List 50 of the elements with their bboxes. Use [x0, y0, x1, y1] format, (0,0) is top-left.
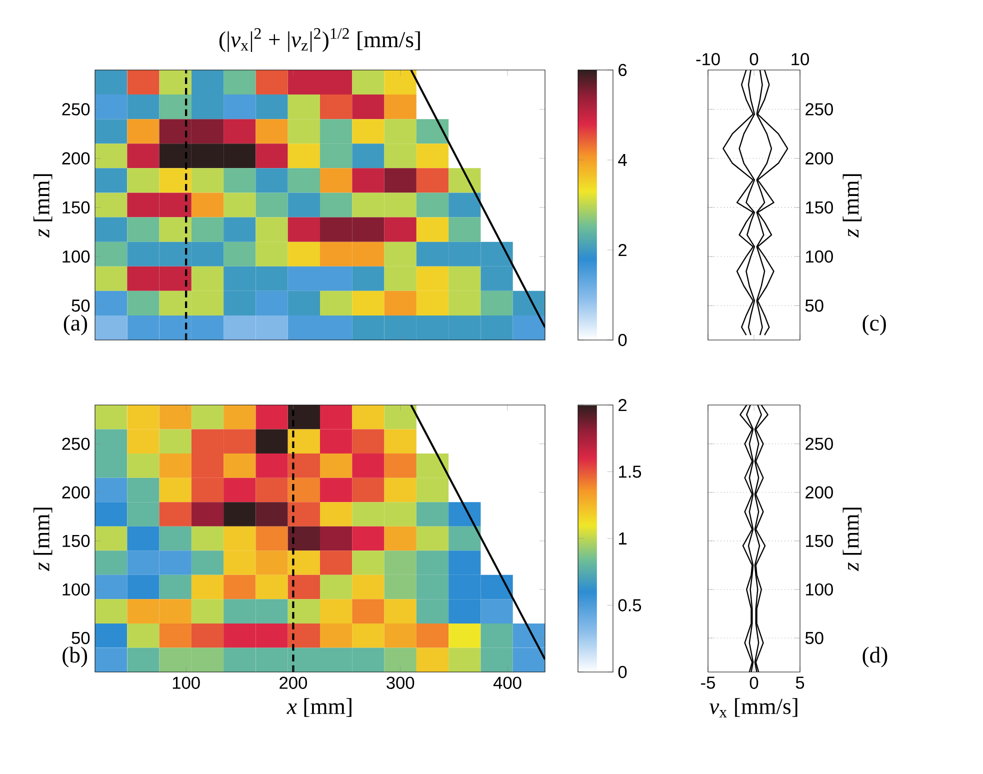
x-tick-label: 200 [280, 676, 307, 689]
color-bar-label: 1.5 [619, 466, 642, 478]
y-tick-label: 250 [806, 103, 833, 116]
text: (b) [62, 646, 88, 668]
text: (a) [64, 314, 88, 336]
x-axis-title: x [mm] [286, 698, 352, 717]
y-tick-label: 200 [62, 152, 90, 164]
y-axis-title: z [mm] [842, 174, 862, 238]
y-tick-label: 250 [806, 438, 833, 450]
y-tick-label: 200 [806, 152, 833, 164]
y-tick-label: 250 [62, 103, 90, 116]
x-tick-label: 0 [750, 53, 758, 66]
x-tick-label: 300 [386, 676, 414, 689]
color-bar-label: 0.5 [618, 599, 642, 612]
x-tick-label: 0 [750, 676, 758, 689]
y-tick-label: 50 [72, 299, 90, 312]
x-tick-label: -5 [701, 676, 715, 689]
y-axis-title: z [mm] [33, 174, 52, 238]
y-tick-label: 100 [806, 583, 833, 596]
y-tick-label: 250 [62, 438, 90, 450]
color-bar-label: 1 [619, 532, 626, 544]
x-tick-label: 10 [792, 53, 809, 66]
x-tick-label: 100 [172, 676, 200, 689]
y-tick-label: 150 [806, 201, 833, 214]
color-bar-label: 4 [618, 154, 627, 166]
chart-title: (|v$_{x}$|$^{2}$ + |v$_{z}$|$^{2}$)$^{1/2}$ [mm/s] [219, 28, 420, 52]
y-tick-label: 100 [62, 583, 90, 596]
text: (d) [862, 646, 888, 668]
y-tick-label: 100 [62, 250, 90, 263]
y-tick-label: 200 [62, 486, 90, 499]
y-tick-label: 150 [62, 534, 90, 548]
color-bar-label: 0 [618, 666, 627, 678]
y-tick-label: 150 [62, 201, 90, 214]
y-tick-label: 150 [806, 534, 833, 548]
color-bar-label: 0 [618, 334, 627, 346]
y-tick-label: 50 [72, 632, 90, 644]
y-tick-label: 200 [806, 486, 833, 499]
x-axis-title: v$_{x}$ [mm/s] [709, 698, 798, 718]
text: (c) [862, 314, 886, 336]
y-tick-label: 50 [805, 632, 824, 644]
x-tick-label: 400 [493, 676, 522, 689]
y-tick-label: 100 [806, 250, 833, 263]
color-bar-label: 2 [618, 398, 626, 412]
y-axis-title: z [mm] [33, 508, 52, 572]
color-bar-label: 2 [618, 244, 626, 256]
y-tick-label: 50 [805, 299, 824, 312]
y-axis-title: z [mm] [842, 508, 862, 572]
x-tick-label: 5 [796, 676, 804, 689]
x-tick-label: -10 [696, 53, 720, 66]
color-bar-label: 6 [618, 64, 627, 76]
